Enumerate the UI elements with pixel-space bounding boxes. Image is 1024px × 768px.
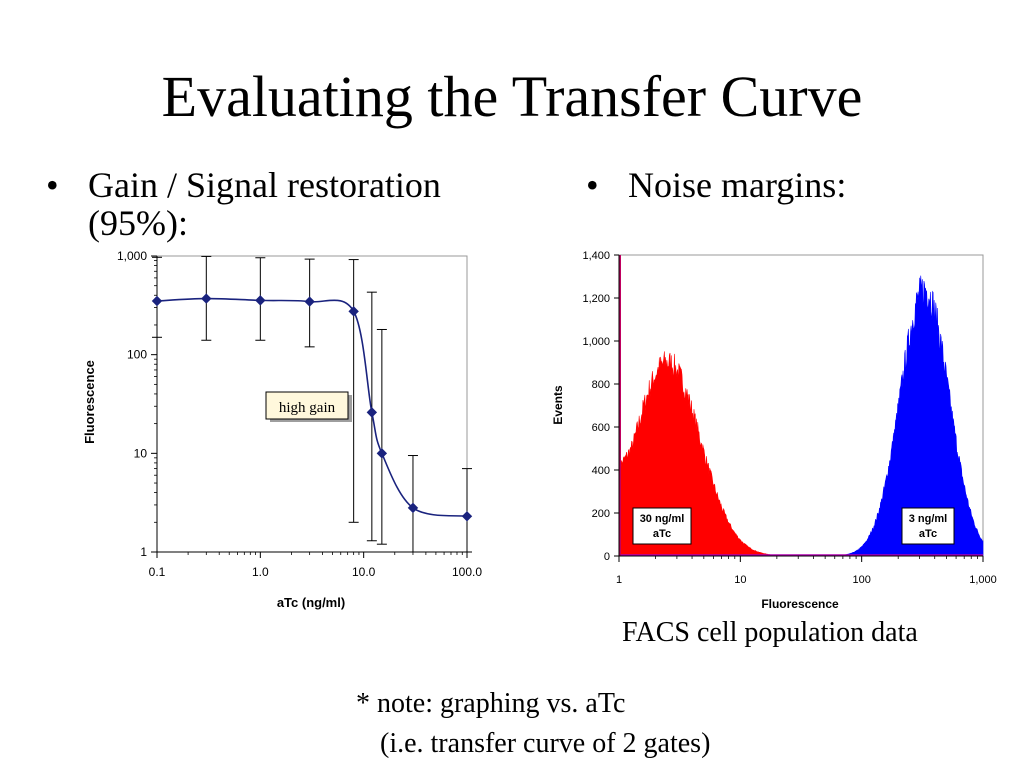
transfer-curve-y-axis-label: Fluorescence bbox=[82, 360, 97, 444]
label-3ng-box bbox=[901, 507, 955, 545]
note-line2: (i.e. transfer curve of 2 gates) bbox=[380, 728, 711, 759]
facs-y-tick-label: 400 bbox=[592, 465, 610, 477]
bullet-symbol: • bbox=[586, 165, 599, 205]
note-line1: * note: graphing vs. aTc bbox=[356, 688, 626, 719]
data-point-marker bbox=[376, 448, 388, 459]
facs-y-tick-label: 1,400 bbox=[582, 250, 610, 262]
bullet-gain-line2: (95%): bbox=[88, 203, 188, 243]
facs-y-tick-label: 1,000 bbox=[582, 336, 610, 348]
label-3ng-line1: 3 ng/ml bbox=[909, 513, 948, 525]
slide-title: Evaluating the Transfer Curve bbox=[161, 64, 863, 129]
facs-y-tick-label: 1,200 bbox=[582, 293, 610, 305]
facs-x-axis-label: Fluorescence bbox=[761, 597, 839, 611]
histogram-3ng-atc bbox=[843, 275, 984, 557]
bullet-symbol: • bbox=[46, 165, 59, 205]
facs-y-tick-label: 0 bbox=[604, 551, 610, 563]
label-30ng-box bbox=[632, 507, 692, 545]
transfer-curve-line bbox=[156, 297, 468, 518]
data-point-marker bbox=[461, 511, 473, 522]
x-tick-label: 10.0 bbox=[352, 565, 376, 579]
facs-histogram-plot-area: 0 200 400 600 800 1,000 1,200 1,400 1 10 100 1,000 bbox=[582, 250, 996, 586]
bullet-noise-margins: • Noise margins: bbox=[586, 166, 986, 206]
y-tick-label: 1,000 bbox=[117, 249, 147, 263]
high-gain-annotation: high gain bbox=[265, 391, 352, 422]
data-point-marker bbox=[151, 295, 163, 307]
facs-x-tick-label: 10 bbox=[734, 574, 746, 586]
histogram-30ng-atc bbox=[618, 351, 784, 557]
bullet-noise-margins-text: Noise margins: bbox=[628, 165, 847, 205]
label-3ng-line2: aTc bbox=[919, 528, 937, 540]
label-30ng-atc: 30 ng/ml aTc bbox=[632, 507, 692, 545]
data-point-marker bbox=[255, 295, 266, 306]
x-tick-label: 100.0 bbox=[452, 565, 482, 579]
annotation-text: high gain bbox=[279, 400, 336, 416]
facs-x-tick-label: 1,000 bbox=[969, 574, 997, 586]
note: * note: graphing vs. aTc (i.e. transfer … bbox=[356, 684, 710, 764]
x-tick-label: 0.1 bbox=[149, 565, 166, 579]
bullet-gain: • Gain / Signal restoration (95%): bbox=[46, 166, 526, 246]
facs-y-axis-label: Events bbox=[551, 385, 565, 425]
facs-y-tick-label: 800 bbox=[592, 379, 610, 391]
data-point-marker bbox=[201, 293, 212, 304]
transfer-curve-x-axis-label: aTc (ng/ml) bbox=[277, 595, 345, 610]
facs-x-tick-label: 1 bbox=[616, 574, 622, 586]
label-30ng-line2: aTc bbox=[653, 528, 671, 540]
label-30ng-line1: 30 ng/ml bbox=[640, 513, 685, 525]
data-point-marker bbox=[348, 306, 359, 317]
facs-caption: FACS cell population data bbox=[622, 617, 918, 648]
x-tick-label: 1.0 bbox=[252, 565, 269, 579]
data-point-marker bbox=[304, 296, 315, 307]
facs-y-tick-label: 200 bbox=[592, 508, 610, 520]
y-tick-label: 1 bbox=[140, 545, 147, 559]
bullet-gain-line1: Gain / Signal restoration bbox=[88, 165, 441, 205]
data-point-marker bbox=[366, 407, 378, 418]
y-tick-label: 100 bbox=[127, 348, 147, 362]
y-tick-label: 10 bbox=[134, 446, 148, 460]
facs-y-tick-label: 600 bbox=[592, 422, 610, 434]
annotation-box bbox=[265, 391, 349, 420]
data-point-marker bbox=[407, 502, 419, 514]
facs-x-tick-label: 100 bbox=[852, 574, 870, 586]
label-3ng-atc: 3 ng/ml aTc bbox=[901, 507, 955, 545]
